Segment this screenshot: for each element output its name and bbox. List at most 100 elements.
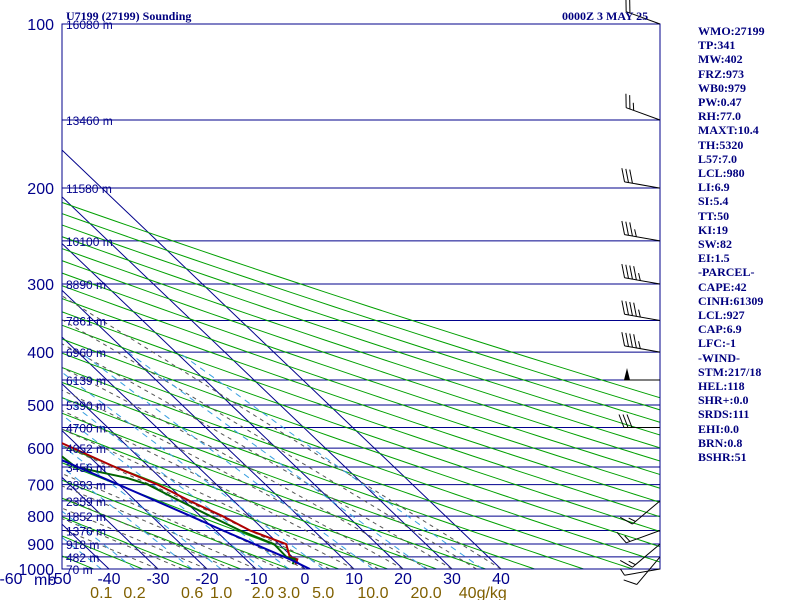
sounding-index-item: SRDS:111: [698, 407, 750, 422]
wind-barb-full: [625, 264, 629, 279]
pressure-tick-label: 200: [27, 181, 54, 198]
moist-adiabat-line: [62, 428, 355, 569]
wind-barbs: [616, 0, 661, 585]
temperature-tick-label: -10: [244, 571, 267, 588]
wind-barb-full: [625, 221, 629, 236]
wind-barb: [618, 414, 660, 428]
height-labels: 16080 m 13460 m 11580 m 10100 m 8890 m 7861 m…: [66, 18, 113, 577]
wind-barb-full: [633, 266, 637, 280]
temperature-profile-line: [62, 442, 299, 565]
temperature-tick-label: 0: [301, 571, 310, 588]
sounding-index-item: RH:77.0: [698, 109, 741, 124]
mixing-ratio-lines: [62, 351, 484, 569]
plot-frame: [61, 23, 661, 570]
wind-barb-staff: [632, 500, 661, 525]
mixing-ratio-line: [178, 351, 484, 569]
wind-barb-pennant: [624, 368, 630, 380]
wind-barb-full: [633, 334, 637, 349]
wind-barb-half: [624, 535, 631, 542]
wind-barb-full: [629, 0, 631, 14]
sounding-index-item: LFC:-1: [698, 336, 736, 351]
sounding-index-item: LI:6.9: [698, 180, 730, 195]
sounding-index-item: BRN:0.8: [698, 435, 743, 450]
dry-adiabat-line: [62, 201, 660, 399]
wind-barb-staff: [632, 543, 661, 568]
parcel-profile-line: [62, 459, 311, 569]
mixing-ratio-label: 10.0: [357, 585, 388, 600]
pressure-tick-label: 100: [27, 17, 54, 34]
height-label: 16080 m: [66, 18, 113, 32]
wind-barb-half: [638, 309, 641, 318]
height-label: 5390 m: [66, 399, 106, 413]
wind-barb-full: [625, 301, 629, 316]
moist-adiabat-line: [62, 473, 281, 569]
isotherm-line: [62, 383, 257, 569]
wind-barb-full: [633, 302, 637, 317]
wind-barb-full: [629, 301, 633, 316]
pressure-tick-label: 1000: [18, 562, 54, 579]
temperature-tick-label: -30: [146, 571, 169, 588]
wind-barb-full: [621, 168, 626, 182]
wind-barb: [616, 530, 661, 544]
wind-barb-staff: [624, 277, 661, 285]
mixing-ratio-label: 3.0: [278, 585, 300, 600]
temperature-tick-label: -20: [195, 571, 218, 588]
pressure-tick-label: 900: [27, 537, 54, 554]
wind-barb: [619, 543, 661, 568]
wind-barb: [625, 93, 661, 121]
sounding-index-item: SW:82: [698, 237, 733, 252]
dry-adiabat-line: [62, 462, 339, 569]
sounding-index-item: SI:5.4: [698, 194, 729, 209]
wind-barb-staff: [624, 568, 661, 576]
sounding-index-item: CAP:6.9: [698, 322, 742, 337]
isotherm-line: [62, 149, 502, 569]
wind-barb-full: [619, 516, 633, 525]
wind-barb: [624, 368, 660, 381]
pressure-tick-labels: 100 200 300 400 500 600 700 800 900 1000: [18, 17, 54, 579]
wind-barb-half: [628, 560, 636, 566]
wind-barb-half: [632, 102, 635, 111]
isotherm-line: [62, 196, 453, 569]
wind-barb-full: [621, 332, 626, 346]
chart-title-time: 0000Z 3 MAY 25: [562, 9, 649, 23]
sounding-index-item: STM:217/18: [698, 364, 762, 379]
mixing-ratio-line: [62, 444, 222, 569]
mixing-ratio-label: 5.0: [312, 585, 334, 600]
temperature-tick-label: 20: [394, 571, 412, 588]
height-label: 482 m: [66, 551, 99, 565]
dry-adiabat-line: [62, 298, 660, 503]
dry-adiabat-line: [62, 213, 660, 411]
wind-barb-half: [638, 272, 641, 281]
height-label: 11580 m: [66, 182, 112, 196]
mixing-ratio-line: [62, 466, 193, 569]
height-label: 7861 m: [66, 315, 106, 329]
isotherm-line: [62, 476, 159, 569]
wind-barb-full: [629, 265, 633, 280]
sounding-index-item: TT:50: [698, 208, 730, 223]
sounding-indices-list: WMO:27199 TP:341 MW:402 FRZ:973 WB0:979 PW:0.…: [698, 24, 765, 464]
wind-barb-full: [626, 414, 633, 428]
temperature-tick-label: -40: [97, 571, 120, 588]
sounding-index-item: SHR+:0.0: [698, 393, 749, 408]
wind-barb: [621, 332, 661, 353]
wind-barb-staff: [626, 530, 661, 544]
temperature-tick-label: -60: [0, 571, 23, 588]
height-label: 6139 m: [66, 374, 106, 388]
pressure-tick-label: 700: [27, 478, 54, 495]
mixing-ratio-line: [79, 351, 374, 569]
sounding-index-item: LCL:927: [698, 308, 745, 323]
wind-barb-full: [618, 414, 625, 428]
temperature-tick-label: -50: [48, 571, 71, 588]
wind-barb: [621, 263, 661, 285]
isotherm-line: [62, 289, 355, 569]
sounding-index-item: WMO:27199: [698, 24, 765, 38]
dry-adiabats: [62, 201, 660, 569]
wind-barb-full: [625, 168, 629, 183]
sounding-index-item: EI:1.5: [698, 251, 730, 266]
mixing-ratio-label: 0.6: [181, 585, 203, 600]
wind-barb: [625, 0, 661, 25]
temperature-tick-label: 30: [443, 571, 461, 588]
isotherm-line: [62, 429, 208, 569]
dry-adiabat-line: [62, 381, 584, 569]
wind-barb-full: [622, 414, 629, 428]
